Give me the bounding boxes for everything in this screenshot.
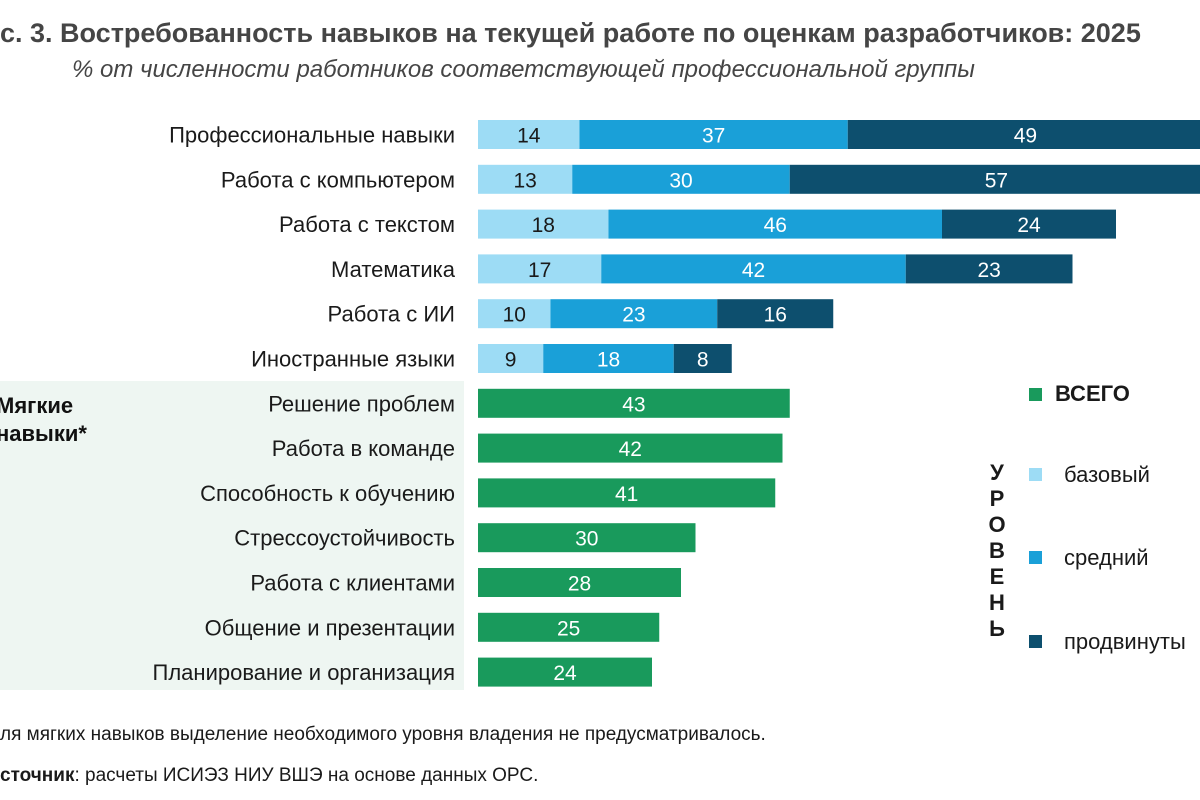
bar-segment-advanced [673, 344, 732, 373]
data-label-basic: 13 [513, 169, 536, 192]
legend-label-total: ВСЕГО [1055, 381, 1130, 406]
bar-segment-medium [579, 120, 848, 149]
bar-segment-total [478, 612, 660, 642]
data-label-total: 42 [619, 438, 642, 461]
data-label-total: 28 [568, 573, 591, 596]
bar-segment-total [478, 433, 783, 463]
legend-swatch-total [1029, 388, 1042, 401]
data-label-total: 41 [615, 483, 638, 506]
bar-segment-medium [572, 164, 790, 194]
data-label-medium: 46 [764, 214, 787, 237]
bar-segment-total [478, 388, 790, 418]
source-label: сточник [0, 765, 75, 786]
category-label: Стрессоустойчивость [234, 526, 455, 551]
source-note: сточник: расчеты ИСИЭЗ НИУ ВШЭ на основе… [0, 765, 538, 787]
chart-subtitle: % от численности работников соответствую… [72, 56, 975, 83]
bar-segment-advanced [905, 254, 1073, 284]
source-text: : расчеты ИСИЭЗ НИУ ВШЭ на основе данных… [74, 765, 539, 786]
bar-segment-basic [478, 344, 544, 373]
bar-segment-medium [601, 254, 906, 284]
legend-label-medium: средний [1064, 545, 1149, 570]
bar-segment-basic [478, 209, 609, 239]
data-label-total: 30 [575, 528, 598, 551]
data-label-advanced: 16 [764, 304, 787, 327]
category-label: Работа с компьютером [221, 167, 455, 192]
footnote: ля мягких навыков выделение необходимого… [0, 724, 766, 745]
soft-skills-background [0, 381, 464, 690]
legend-swatch-medium [1029, 551, 1042, 564]
bar-segment-basic [478, 120, 580, 149]
data-label-basic: 9 [505, 349, 517, 372]
data-label-basic: 10 [503, 304, 526, 327]
data-label-medium: 30 [669, 169, 692, 192]
soft-skills-group-label: Мягкие навыки* [0, 393, 87, 446]
bar-chart: Профессиональные навыки 14 37 49 Работа с ко… [153, 120, 1200, 687]
data-label-total: 24 [553, 662, 577, 685]
category-label: Решение проблем [268, 391, 455, 416]
bar-segment-medium [543, 344, 674, 373]
data-label-advanced: 49 [1014, 125, 1037, 148]
legend-swatch-advanced [1029, 635, 1042, 648]
category-label: Способность к обучению [200, 481, 455, 506]
data-label-basic: 17 [528, 259, 551, 282]
data-label-basic: 14 [517, 125, 541, 148]
legend-level-letter: Н [989, 590, 1005, 615]
data-label-medium: 23 [622, 304, 645, 327]
bar-segment-total [478, 568, 681, 597]
category-label: Работа с текстом [279, 212, 455, 237]
legend-level-letter: У [990, 460, 1004, 485]
category-label: Профессиональные навыки [169, 123, 455, 148]
legend-level-letter: В [989, 538, 1005, 563]
category-label: Общение и презентации [205, 615, 455, 640]
category-label: Работа с клиентами [250, 571, 455, 596]
bar-segment-advanced [847, 120, 1200, 149]
category-label: Иностранные языки [251, 347, 455, 372]
bar-segment-advanced [942, 209, 1116, 239]
data-label-basic: 18 [532, 214, 555, 237]
bar-segment-advanced [789, 164, 1200, 194]
category-label: Работа в команде [272, 436, 455, 461]
bar-segment-advanced [717, 299, 834, 329]
legend-level-letter: О [988, 512, 1006, 537]
bar-segment-basic [478, 164, 573, 194]
data-label-advanced: 24 [1017, 214, 1041, 237]
data-label-advanced: 57 [985, 169, 1008, 192]
category-label: Работа с ИИ [328, 302, 455, 327]
category-label: Планирование и организация [153, 660, 455, 685]
legend-label-basic: базовый [1064, 462, 1150, 487]
legend-level-letter: Ь [989, 616, 1005, 641]
bar-segment-total [478, 657, 652, 687]
data-label-total: 43 [622, 393, 645, 416]
bar-segment-medium [550, 299, 718, 329]
bar-segment-medium [608, 209, 942, 239]
legend-label-advanced: продвинуты [1064, 629, 1186, 654]
data-label-medium: 37 [702, 125, 725, 148]
data-label-medium: 18 [597, 349, 620, 372]
bar-segment-basic [478, 299, 551, 329]
data-label-advanced: 8 [697, 349, 709, 372]
legend-swatch-basic [1029, 468, 1042, 481]
chart-title: с. 3. Востребованность навыков на текуще… [0, 18, 1141, 48]
category-label: Математика [331, 257, 456, 282]
data-label-total: 25 [557, 617, 580, 640]
bar-segment-total [478, 523, 696, 553]
data-label-advanced: 23 [977, 259, 1000, 282]
legend-level-letter: Р [989, 486, 1005, 511]
legend-level-letter: Е [989, 564, 1005, 589]
bar-segment-basic [478, 254, 602, 284]
data-label-medium: 42 [742, 259, 765, 282]
bar-segment-total [478, 478, 776, 508]
